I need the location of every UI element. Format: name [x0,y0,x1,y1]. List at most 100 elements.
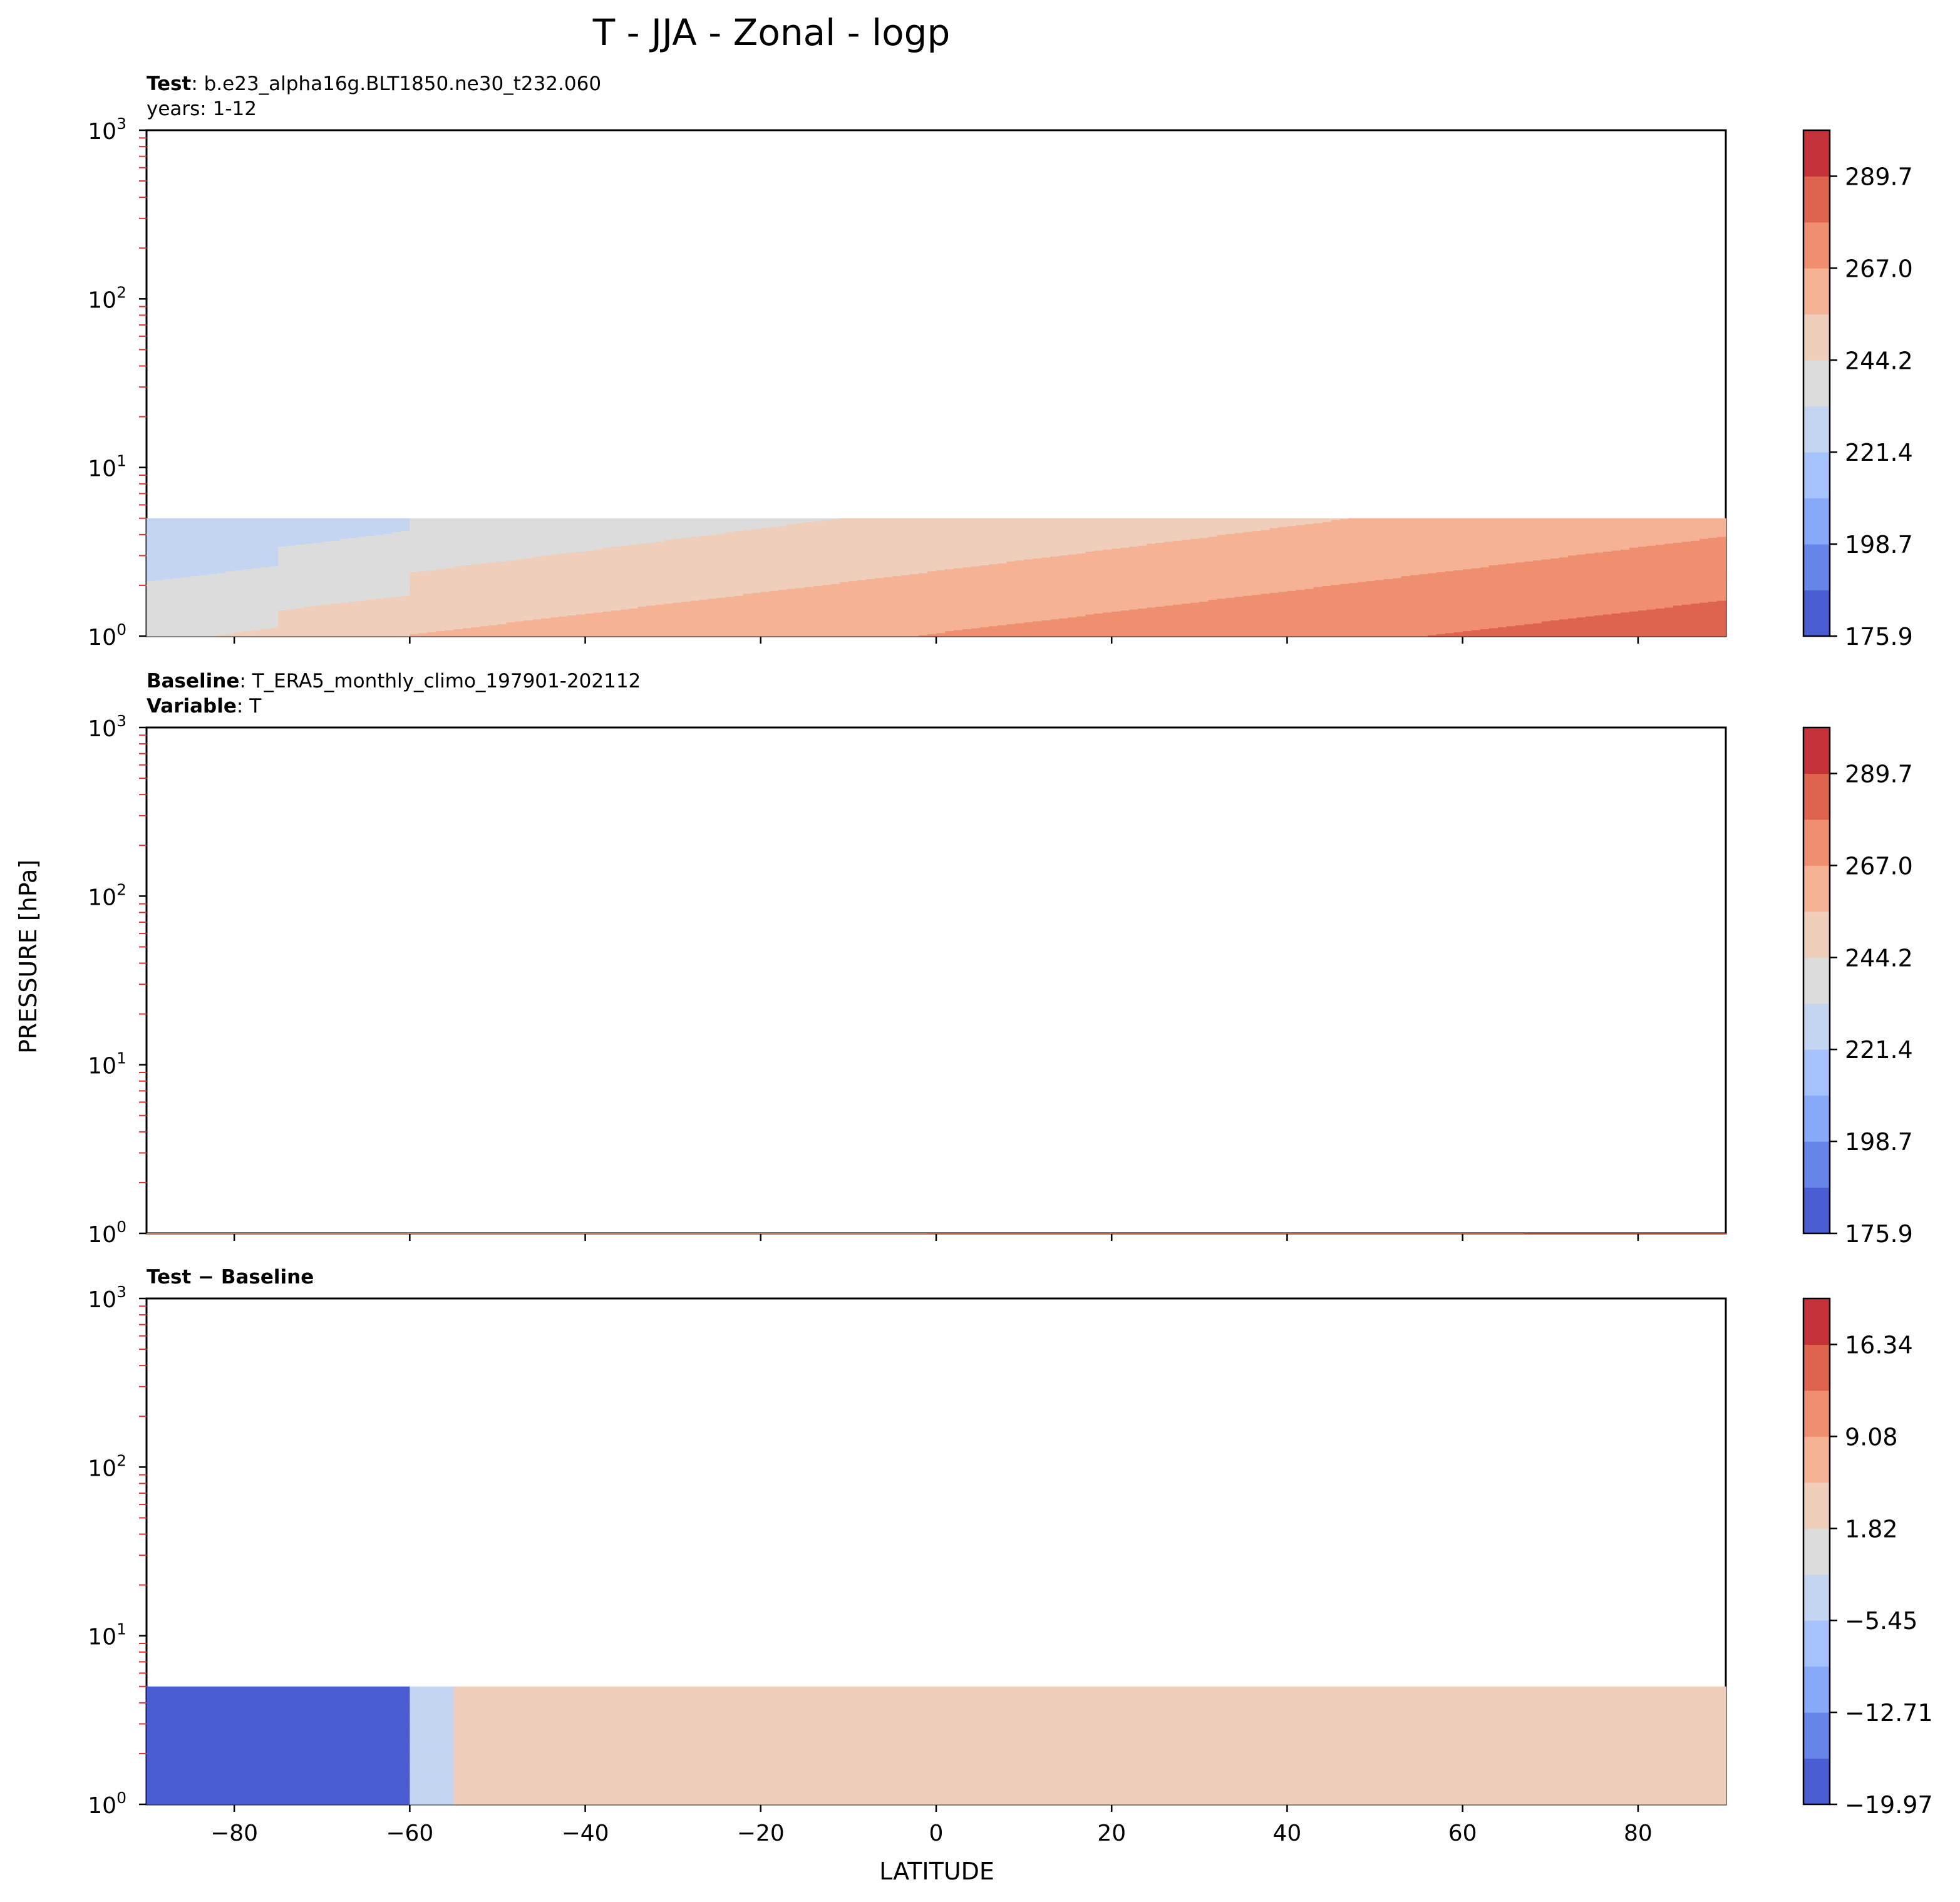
colorbar-segment [1803,911,1830,958]
colorbar-segment [1803,1141,1830,1188]
x-tick-label: −80 [210,1821,258,1846]
colorbar-tick-label: 1.82 [1845,1515,1898,1543]
colorbar-segment [1803,1758,1830,1805]
colorbar-frame [1802,726,1831,1235]
x-tick-label: 60 [1448,1821,1477,1846]
x-tick-label: 0 [929,1821,944,1846]
colorbar-segment [1803,1574,1830,1621]
colorbar-segment [1803,1390,1830,1437]
colorbar-difference: −19.97 −12.71 −5.45 1.82 9.08 16.34 [1802,1297,1933,1819]
x-tick-label: −40 [562,1821,609,1846]
colorbar-baseline: 175.9 198.7 221.4 244.2 267.0 289.7 [1802,726,1913,1248]
colorbar-frame [1802,129,1831,637]
panel-header-key: Test [147,73,192,95]
colorbar-segment [1803,1666,1830,1713]
colorbar-segment [1803,590,1830,637]
colorbar-tick-label: 198.7 [1845,531,1913,558]
colorbar-segment [1803,360,1830,407]
colorbar-segment [1803,1482,1830,1529]
colorbar-tick-label: 267.0 [1845,852,1913,880]
colorbar-test: 175.9 198.7 221.4 244.2 267.0 289.7 [1802,129,1913,650]
panel-header-value: : b.e23_alpha16g.BLT1850.ne30_t232.060 [191,73,601,95]
colorbar-segment [1803,452,1830,499]
colorbar-segment [1803,1003,1830,1050]
colorbar-segment [1803,222,1830,269]
colorbar-segment [1803,176,1830,223]
chart-title: T - JJA - Zonal - logp [592,11,951,54]
colorbar-tick-label: −12.71 [1845,1699,1933,1727]
colorbar-tick-label: 198.7 [1845,1128,1913,1156]
panel-header-key: Test − Baseline [147,1266,314,1288]
colorbar-segment [1803,1620,1830,1667]
colorbar-tick-label: −5.45 [1845,1607,1917,1635]
colorbar-tick-label: 221.4 [1845,1036,1913,1064]
colorbar-tick-label: 289.7 [1845,163,1913,190]
colorbar-segment [1803,1528,1830,1575]
colorbar-segment [1803,1436,1830,1483]
colorbar-segment [1803,865,1830,912]
panel-header-value: : T_ERA5_monthly_climo_197901-202112 [239,670,641,692]
contour-field-difference [147,1686,1726,1805]
colorbar-segment [1803,268,1830,315]
panel-difference: Test − Baseline 100 101 102 103 −80 −60 −40 −20 0… [88,1266,1932,1846]
colorbar-segment [1803,1298,1830,1345]
panel-header-value: years: 1-12 [147,98,257,120]
colorbar-tick-label: 175.9 [1845,1220,1913,1248]
panel-header-key: Variable [147,695,237,717]
y-tick-label: 102 [88,1451,126,1481]
y-tick-label: 103 [88,115,126,145]
x-tick-label: 20 [1097,1821,1126,1846]
colorbar-segment [1803,498,1830,545]
y-tick-label: 100 [88,1789,126,1819]
colorbar-tick-label: 267.0 [1845,255,1913,282]
colorbar-segment [1803,1095,1830,1142]
colorbar-segment [1803,544,1830,591]
y-tick-label: 103 [88,1283,126,1313]
colorbar-segment [1803,727,1830,774]
colorbar-segment [1803,819,1830,866]
x-tick-label: −20 [737,1821,785,1846]
panel-header-value: : T [237,695,262,717]
x-tick-label: 40 [1273,1821,1302,1846]
y-tick-label: 100 [88,1218,126,1248]
colorbar-segment [1803,1344,1830,1391]
colorbar-segment [1803,773,1830,820]
panel-header-baseline: Baseline: T_ERA5_monthly_climo_197901-20… [147,670,641,692]
panel-header-difference: Test − Baseline [147,1266,314,1288]
y-tick-label: 102 [88,283,126,313]
colorbar-tick-label: 16.34 [1845,1331,1913,1359]
y-tick-label: 101 [88,1049,126,1079]
colorbar-tick-label: 221.4 [1845,439,1913,466]
x-axis-label: LATITUDE [879,1858,994,1885]
y-axis-label: PRESSURE [hPa] [14,860,42,1054]
colorbar-segment [1803,1049,1830,1096]
y-tick-label: 103 [88,712,126,742]
colorbar-segment [1803,406,1830,453]
colorbar-tick-label: 289.7 [1845,760,1913,788]
colorbar-tick-label: 244.2 [1845,347,1913,374]
colorbar-segment [1803,1712,1830,1759]
y-tick-label: 101 [88,1620,126,1650]
x-tick-label: 80 [1624,1821,1653,1846]
colorbar-tick-label: 244.2 [1845,944,1913,972]
colorbar-segment [1803,1187,1830,1234]
x-tick-label: −60 [386,1821,433,1846]
colorbar-segment [1803,314,1830,361]
panel-baseline: Baseline: T_ERA5_monthly_climo_197901-20… [88,670,1913,1248]
y-tick-label: 101 [88,452,126,482]
panel-header-test: years: 1-12 [147,98,257,120]
contour-field-baseline [147,1233,1726,1234]
y-tick-label: 102 [88,880,126,910]
plot-frame [145,726,1727,1235]
colorbar-tick-label: −19.97 [1845,1791,1933,1819]
colorbar-frame [1802,1297,1831,1806]
panel-header-key: Baseline [147,670,239,692]
colorbar-segment [1803,957,1830,1004]
contour-field-test [147,518,1726,637]
colorbar-tick-label: 175.9 [1845,623,1913,650]
panel-header-test: Test: b.e23_alpha16g.BLT1850.ne30_t232.0… [147,73,601,95]
colorbar-segment [1803,130,1830,177]
panel-header-baseline: Variable: T [147,695,262,717]
colorbar-tick-label: 9.08 [1845,1423,1898,1451]
